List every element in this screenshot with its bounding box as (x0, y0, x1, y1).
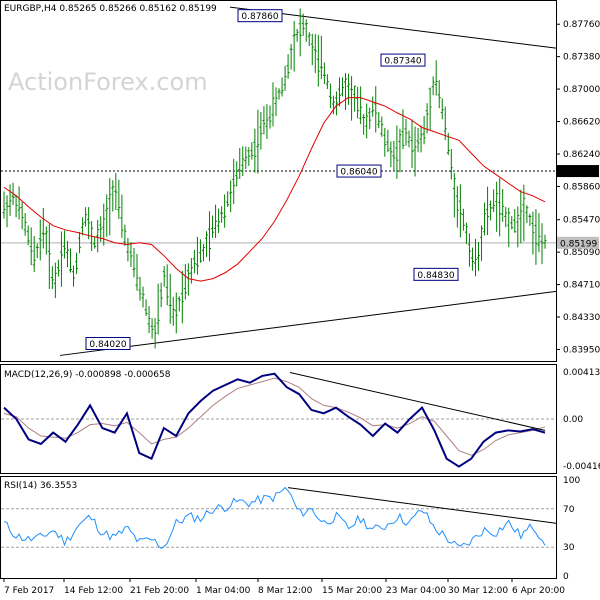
x-tick-label: 15 Mar 20:00 (322, 586, 382, 596)
macd-panel (1, 372, 556, 468)
price-annotation: 0.87860 (237, 9, 283, 23)
axes: 0.87760 0.87380 0.87000 0.86620 0.86240 0.858… (3, 20, 600, 596)
price-annotation: 0.84020 (85, 336, 131, 350)
x-tick-label: 8 Mar 12:00 (258, 586, 313, 596)
rsi-line (3, 486, 546, 549)
macd-line (3, 372, 546, 468)
level-axis-label: 0.86040 (560, 168, 597, 178)
price-y-tick-label: 0.87380 (563, 53, 600, 63)
resistance-trendline (229, 6, 557, 49)
annotation-label: 0.87860 (241, 12, 278, 22)
x-tick-label: 6 Apr 20:00 (512, 586, 565, 596)
annotation-label: 0.84020 (89, 340, 126, 350)
x-tick-label: 1 Mar 04:00 (196, 586, 251, 596)
price-y-tick-label: 0.86240 (563, 150, 600, 160)
x-tick-label: 30 Mar 12:00 (448, 586, 508, 596)
level-axis-box (557, 165, 599, 178)
price-y-tick-label: 0.83950 (563, 345, 600, 355)
macd-y-tick-label: 0.00 (563, 415, 583, 425)
price-y-tick-label: 0.85470 (563, 216, 600, 226)
price-y-tick-label: 0.87760 (563, 20, 600, 30)
x-tick-label: 21 Feb 20:00 (130, 586, 189, 596)
rsi-y-tick-label: 100 (563, 476, 580, 486)
x-tick-label: 23 Mar 04:00 (386, 586, 446, 596)
rsi-y-tick-label: 0 (563, 572, 569, 582)
annotation-label: 0.87340 (384, 57, 421, 67)
annotation-box (85, 336, 131, 350)
rsi-y-tick-label: 70 (563, 505, 575, 515)
annotation-box (413, 267, 459, 281)
price-annotation: 0.84830 (413, 267, 459, 281)
price-y-tick-label: 0.84330 (563, 313, 600, 323)
frames (0, 0, 557, 579)
support-trendline (59, 290, 557, 356)
current-price-label: 0.85199 (560, 239, 597, 249)
rsi-y-tick-label: 30 (563, 543, 575, 553)
price-title: EURGBP,H4 0.85265 0.85266 0.85162 0.8519… (4, 4, 217, 14)
price-panel: 0.87860 0.87340 0.86040 0.84830 0.84020 (1, 6, 557, 356)
rsi-panel (1, 486, 557, 549)
annotation-box (380, 53, 426, 67)
rsi-trendline (287, 487, 557, 524)
macd-title: MACD(12,26,9) -0.000898 -0.000658 (4, 370, 171, 380)
price-y-tick-label: 0.85860 (563, 182, 600, 192)
price-y-tick-label: 0.84710 (563, 281, 600, 291)
rsi-title: RSI(14) 36.3553 (4, 481, 77, 491)
price-panel-frame (0, 0, 557, 362)
macd-y-tick-label: 0.004131 (563, 368, 600, 378)
price-annotation: 0.86040 (336, 164, 382, 178)
price-y-tick-label: 0.87000 (563, 85, 600, 95)
price-y-tick-label: 0.86620 (563, 118, 600, 128)
price-y-tick-label: 0.85090 (563, 248, 600, 258)
annotation-box (237, 9, 283, 23)
x-tick-label: 14 Feb 12:00 (64, 586, 123, 596)
x-tick-label: 7 Feb 2017 (4, 586, 54, 596)
current-price-box (557, 236, 599, 249)
watermark: ActionForex.com (8, 68, 208, 96)
macd-y-tick-label: -0.004162 (563, 462, 600, 472)
price-annotation: 0.87340 (380, 53, 426, 67)
rsi-panel-frame (0, 476, 557, 579)
annotation-label: 0.84830 (417, 271, 454, 281)
moving-average-line (3, 97, 546, 282)
macd-trendline (289, 372, 546, 431)
annotation-box (336, 164, 382, 178)
macd-signal-line (3, 377, 546, 456)
annotation-label: 0.86040 (340, 168, 377, 178)
